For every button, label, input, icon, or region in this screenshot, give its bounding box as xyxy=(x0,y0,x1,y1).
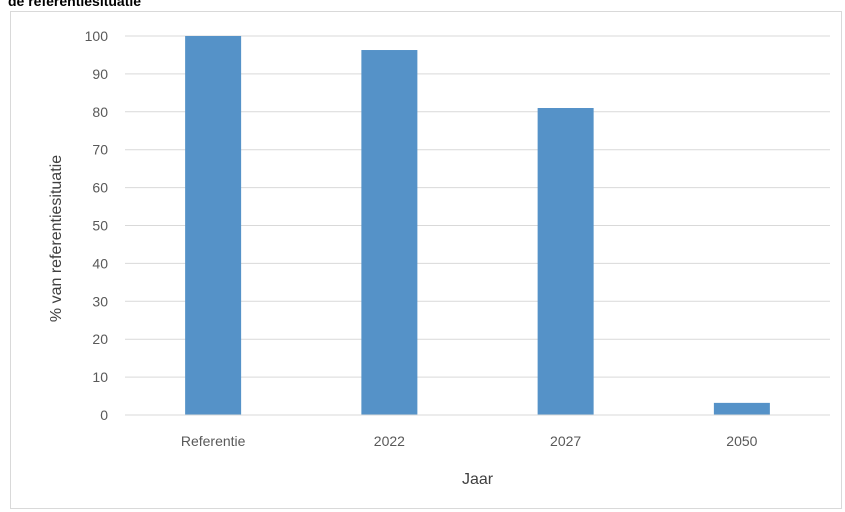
y-tick-label: 0 xyxy=(100,407,108,423)
y-tick-label: 10 xyxy=(92,369,108,385)
x-axis-title: Jaar xyxy=(462,471,494,488)
bar-referentie xyxy=(185,36,242,415)
y-tick-label: 100 xyxy=(85,28,109,44)
y-axis-ticks: 0 10 20 30 40 50 60 70 80 90 100 xyxy=(85,28,109,423)
bar-2022 xyxy=(361,50,418,415)
y-tick-label: 70 xyxy=(92,142,108,158)
bar-2050 xyxy=(713,402,770,415)
x-tick-label: 2022 xyxy=(374,433,405,449)
y-tick-label: 50 xyxy=(92,218,108,234)
chart-title-cut: de referentiesituatie xyxy=(8,0,142,9)
chart-frame xyxy=(10,11,842,509)
y-tick-label: 60 xyxy=(92,180,108,196)
x-tick-label: 2050 xyxy=(726,433,757,449)
x-tick-label: Referentie xyxy=(181,433,246,449)
y-tick-label: 90 xyxy=(92,66,108,82)
x-tick-label: 2027 xyxy=(550,433,581,449)
y-tick-label: 30 xyxy=(92,293,108,309)
y-axis-title: % van referentiesituatie xyxy=(48,155,65,322)
gridlines xyxy=(125,35,830,378)
bars xyxy=(185,36,770,415)
y-tick-label: 80 xyxy=(92,104,108,120)
x-axis-tick-labels: Referentie 2022 2027 2050 xyxy=(181,433,758,449)
bar-2027 xyxy=(537,108,594,415)
y-tick-label: 20 xyxy=(92,331,108,347)
y-tick-label: 40 xyxy=(92,255,108,271)
